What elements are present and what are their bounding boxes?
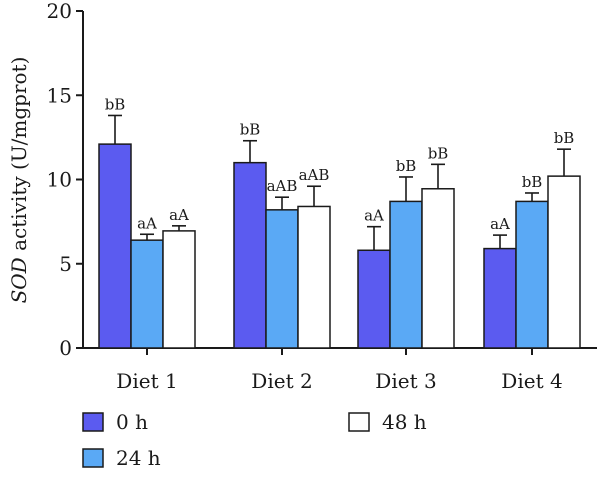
significance-label: aAB	[267, 177, 298, 195]
y-tick-label: 0	[59, 336, 72, 360]
y-axis-title-rest: activity (U/mgprot)	[7, 57, 31, 258]
significance-label: bB	[240, 121, 261, 139]
bar	[483, 247, 517, 349]
legend-swatch	[82, 448, 104, 468]
y-axis-title-italic: SOD	[7, 257, 31, 303]
significance-label: aA	[364, 207, 384, 225]
significance-label: bB	[554, 129, 575, 147]
x-category-label: Diet 1	[116, 369, 177, 393]
bar	[130, 239, 164, 349]
bar	[421, 188, 455, 349]
bar	[297, 205, 331, 349]
bar	[357, 249, 391, 349]
significance-label: bB	[522, 173, 543, 191]
significance-label: aA	[137, 214, 157, 232]
y-tick-label: 5	[59, 252, 72, 276]
significance-label: bB	[105, 95, 126, 113]
legend-label: 0 h	[116, 410, 148, 434]
y-tick-label: 10	[47, 168, 72, 192]
y-axis-title: SOD activity (U/mgprot)	[7, 57, 31, 304]
bar	[162, 230, 196, 349]
bar	[98, 143, 132, 349]
legend-label: 24 h	[116, 446, 161, 470]
legend-swatch	[82, 412, 104, 432]
x-category-label: Diet 2	[251, 369, 312, 393]
legend: 0 h 24 h 48 h	[82, 410, 427, 470]
significance-label: aA	[490, 215, 510, 233]
bar	[389, 200, 423, 349]
significance-label: aAB	[299, 166, 330, 184]
bar	[233, 161, 267, 349]
significance-label: bB	[428, 144, 449, 162]
significance-label: aA	[169, 206, 189, 224]
significance-label: bB	[396, 157, 417, 175]
y-tick-label: 20	[47, 0, 72, 23]
bar	[547, 175, 581, 349]
legend-swatch	[348, 412, 370, 432]
bar	[515, 200, 549, 349]
y-tick-label: 15	[47, 83, 72, 107]
legend-label: 48 h	[382, 410, 427, 434]
bar	[265, 209, 299, 349]
x-category-label: Diet 3	[375, 369, 436, 393]
x-category-label: Diet 4	[501, 369, 562, 393]
